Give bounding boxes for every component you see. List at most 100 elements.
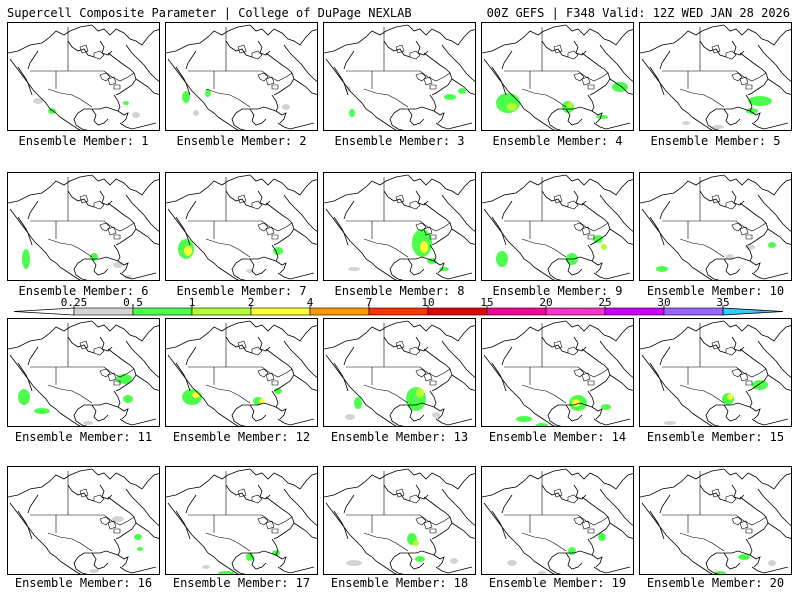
- coastline: [283, 488, 317, 526]
- ensemble-map-17: [165, 466, 318, 575]
- political-border: [30, 366, 135, 378]
- ensemble-map-18: [323, 466, 476, 575]
- coastline: [739, 348, 769, 392]
- panel-caption: Ensemble Member: 9: [492, 284, 623, 298]
- coastline: [293, 78, 317, 95]
- scp-shading: [22, 249, 30, 269]
- coastline: [739, 52, 769, 96]
- political-border: [47, 384, 93, 404]
- ensemble-map-4: [481, 22, 634, 131]
- coastline: [751, 418, 789, 426]
- lake-outline: [409, 346, 421, 356]
- scp-shading: [752, 380, 768, 390]
- coastline: [117, 260, 129, 274]
- map-canvas: [640, 174, 791, 280]
- color-scale-bar: [13, 305, 784, 316]
- panel-caption: Ensemble Member: 11: [14, 430, 153, 444]
- coastline: [699, 40, 727, 58]
- coastline: [609, 374, 633, 391]
- lake-outline: [567, 50, 579, 60]
- coastline: [659, 50, 671, 70]
- coastline: [749, 110, 761, 124]
- map-canvas: [8, 320, 159, 426]
- coastline: [117, 406, 129, 420]
- lake-outline: [265, 76, 275, 86]
- coastline: [119, 418, 157, 426]
- coastline: [649, 66, 665, 96]
- scale-tick-label: 2: [247, 296, 255, 309]
- coastline: [59, 266, 81, 280]
- scale-tick-label: 30: [657, 296, 671, 309]
- coastline: [67, 40, 95, 58]
- coastline: [591, 260, 603, 274]
- coastline: [407, 24, 475, 46]
- political-border: [205, 384, 251, 404]
- scp-shading: [746, 108, 758, 114]
- coastline: [593, 272, 631, 280]
- coastline: [423, 52, 453, 96]
- scale-segment: [604, 307, 665, 316]
- panel-caption: Ensemble Member: 7: [176, 284, 307, 298]
- coastline: [249, 108, 267, 126]
- coastline: [217, 412, 239, 426]
- panel-caption: Ensemble Member: 13: [330, 430, 469, 444]
- coastline: [699, 190, 727, 208]
- scale-segment: [486, 307, 547, 316]
- lake-outline: [725, 50, 737, 60]
- coastline: [723, 468, 791, 490]
- coastline: [599, 194, 633, 232]
- panel-caption: Ensemble Member: 3: [334, 134, 465, 148]
- coastline: [723, 404, 741, 422]
- coastline: [383, 336, 411, 354]
- coastline: [249, 174, 317, 196]
- coastline: [593, 566, 631, 574]
- scp-shading: [496, 93, 520, 113]
- scp-shading: [458, 88, 466, 94]
- coastline: [640, 320, 725, 350]
- coastline: [175, 216, 191, 246]
- panel-caption: Ensemble Member: 20: [646, 576, 785, 590]
- scp-shading: [738, 554, 750, 560]
- scp-shading: [83, 421, 93, 425]
- coastline: [435, 418, 473, 426]
- scp-shading: [192, 392, 200, 398]
- coastline: [705, 538, 753, 574]
- coastline: [767, 374, 791, 391]
- coastline: [591, 554, 603, 568]
- coastline: [541, 190, 569, 208]
- coastline: [649, 510, 665, 540]
- coastline: [407, 258, 425, 276]
- political-border: [504, 514, 609, 526]
- lake-outline: [237, 340, 247, 350]
- coastline: [185, 346, 197, 366]
- map-canvas: [8, 468, 159, 574]
- political-border: [346, 220, 451, 232]
- map-canvas: [166, 174, 317, 280]
- lake-outline: [745, 234, 753, 240]
- coastline: [435, 122, 473, 130]
- coastline: [533, 412, 555, 426]
- scp-shading: [450, 558, 458, 564]
- coastline: [640, 468, 725, 498]
- lake-outline: [739, 520, 749, 530]
- lake-outline: [395, 44, 405, 54]
- scale-tick-label: 1: [188, 296, 196, 309]
- coastline: [482, 174, 567, 204]
- scp-shading: [218, 571, 234, 574]
- coastline: [249, 24, 317, 46]
- lake-outline: [429, 234, 437, 240]
- panel-caption: Ensemble Member: 10: [646, 284, 785, 298]
- scp-shading: [536, 423, 548, 426]
- coastline: [609, 522, 633, 539]
- panel-caption: Ensemble Member: 8: [334, 284, 465, 298]
- map-canvas: [324, 24, 475, 130]
- lake-outline: [251, 200, 263, 210]
- coastline: [641, 502, 693, 562]
- coastline: [107, 202, 137, 246]
- coastline: [73, 94, 121, 130]
- lake-outline: [711, 340, 721, 350]
- scp-shading: [714, 571, 726, 574]
- coastline: [167, 354, 219, 414]
- coastline: [599, 44, 633, 82]
- coastline: [581, 202, 611, 246]
